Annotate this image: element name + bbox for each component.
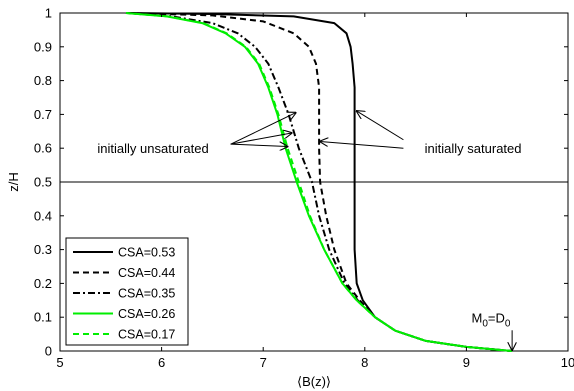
y-tick-label: 0 bbox=[45, 344, 52, 359]
ticks-layer: 5 6 7 8 9 10 0 0.1 0.2 0.3 0.4 0.5 0.6 0.7 0.8 0.9 1 bbox=[34, 6, 574, 371]
legend-label-2: CSA=0.44 bbox=[118, 266, 175, 280]
y-tick-label: 0.2 bbox=[34, 276, 52, 291]
x-tick-label: 8 bbox=[361, 355, 368, 370]
y-tick-label: 0.5 bbox=[34, 175, 52, 190]
y-tick-label: 0.8 bbox=[34, 73, 52, 88]
x-tick-label: 5 bbox=[56, 355, 63, 370]
x-tick-label: 6 bbox=[158, 355, 165, 370]
annotation-layer: initially unsaturated initially saturated… bbox=[97, 111, 522, 350]
legend-label-1: CSA=0.53 bbox=[118, 246, 175, 260]
y-axis-label: z/H bbox=[6, 172, 21, 192]
annotation-arrow bbox=[230, 144, 288, 146]
y-tick-label: 0.3 bbox=[34, 242, 52, 257]
y-tick-label: 0.1 bbox=[34, 310, 52, 325]
annotation-m0-d0: M0=D0 bbox=[471, 310, 510, 329]
y-tick-label: 0.4 bbox=[34, 208, 52, 223]
series-line-3 bbox=[125, 12, 513, 352]
y-tick-label: 0.6 bbox=[34, 141, 52, 156]
y-tick-label: 0.7 bbox=[34, 107, 52, 122]
annotation-arrow bbox=[320, 141, 404, 149]
legend-label-5: CSA=0.17 bbox=[118, 328, 175, 342]
y-tick-label: 0.9 bbox=[34, 39, 52, 54]
legend: CSA=0.53 CSA=0.44 CSA=0.35 CSA=0.26 CSA=0.17 bbox=[65, 237, 189, 346]
annotation-initially-unsaturated: initially unsaturated bbox=[97, 141, 208, 156]
series-layer bbox=[125, 12, 513, 352]
annotation-initially-saturated: initially saturated bbox=[425, 141, 522, 156]
x-tick-label: 7 bbox=[260, 355, 267, 370]
legend-box bbox=[65, 237, 189, 346]
x-axis-label: ⟨B(z)⟩ bbox=[297, 374, 331, 389]
legend-label-3: CSA=0.35 bbox=[118, 287, 175, 301]
annotation-arrow bbox=[230, 133, 292, 145]
annotation-arrow bbox=[357, 111, 404, 141]
y-tick-label: 1 bbox=[45, 6, 52, 21]
annotation-arrow bbox=[230, 113, 296, 145]
x-tick-label: 10 bbox=[561, 355, 574, 370]
series-line-5 bbox=[125, 12, 513, 352]
legend-label-4: CSA=0.26 bbox=[118, 307, 175, 321]
series-line-2 bbox=[125, 12, 513, 352]
x-tick-label: 9 bbox=[463, 355, 470, 370]
